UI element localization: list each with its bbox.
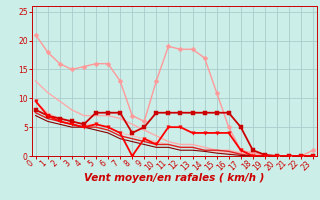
X-axis label: Vent moyen/en rafales ( km/h ): Vent moyen/en rafales ( km/h ) xyxy=(84,173,265,183)
